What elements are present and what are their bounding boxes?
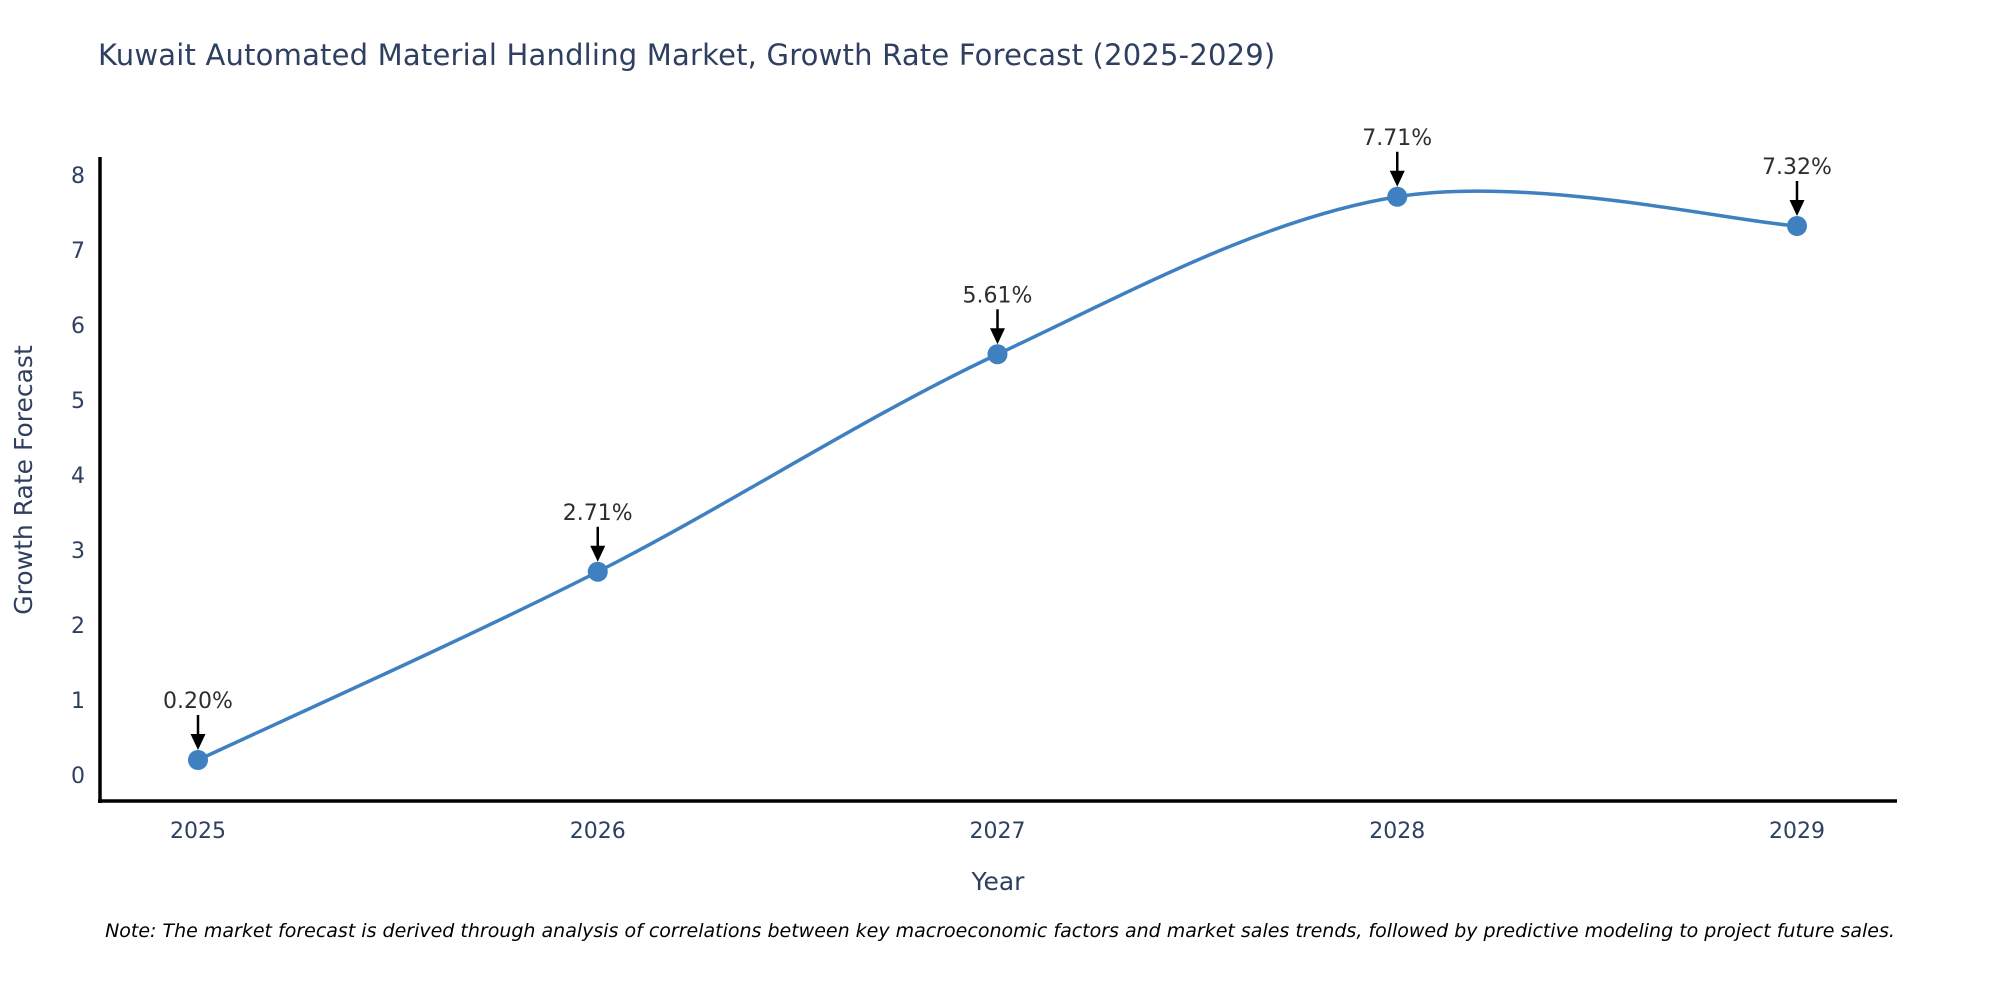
chart-note: Note: The market forecast is derived thr…: [105, 920, 1895, 942]
data-point-label: 2.71%: [563, 501, 633, 526]
annotation-arrow-head: [1789, 200, 1805, 216]
data-point: [1787, 216, 1807, 236]
y-tick-label: 8: [71, 164, 85, 189]
data-point-label: 7.71%: [1362, 126, 1432, 151]
data-point: [587, 561, 608, 582]
x-tick-label: 2025: [170, 819, 226, 844]
x-tick-label: 2028: [1369, 819, 1425, 844]
data-point-label: 0.20%: [163, 689, 233, 714]
y-tick-label: 2: [71, 614, 85, 639]
y-axis-title: Growth Rate Forecast: [9, 345, 38, 615]
y-tick-label: 7: [71, 239, 85, 264]
annotation-arrow-head: [990, 328, 1005, 345]
data-point-label: 5.61%: [963, 283, 1033, 308]
y-tick-label: 0: [71, 764, 85, 789]
growth-rate-line-chart: 0 1 2 3 4 5 6 7 8 2025 2026 2027 2028 2029 Growth Rate…: [9, 126, 1897, 896]
x-tick-label: 2026: [570, 819, 626, 844]
chart-title: Kuwait Automated Material Handling Marke…: [98, 38, 1276, 72]
annotation-arrow-head: [190, 734, 206, 750]
data-point: [188, 750, 208, 770]
annotation-arrow-head: [1389, 170, 1405, 187]
forecast-line: [196, 189, 1799, 762]
data-point-label: 7.32%: [1762, 155, 1832, 180]
y-tick-label: 4: [71, 464, 85, 489]
y-tick-label: 6: [71, 314, 85, 339]
x-tick-label: 2029: [1769, 819, 1825, 844]
data-point: [987, 344, 1008, 365]
y-tick-label: 5: [71, 389, 85, 414]
x-tick-label: 2027: [970, 819, 1026, 844]
x-axis-title: Year: [971, 867, 1026, 896]
annotation-arrow-head: [590, 545, 606, 562]
y-tick-label: 1: [71, 689, 85, 714]
data-point: [1387, 186, 1408, 207]
y-tick-label: 3: [71, 539, 85, 564]
